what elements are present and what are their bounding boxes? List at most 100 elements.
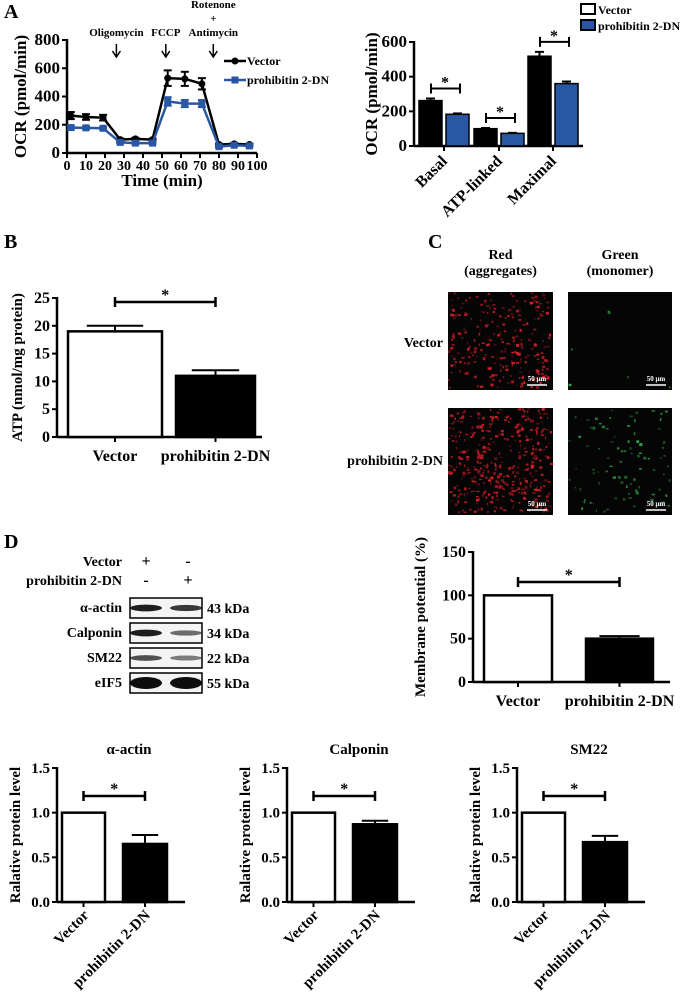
alpha-actin-chart: 0.0 0.5 1.0 1.5 Ralative protein level Vector… — [8, 742, 185, 991]
signal-speck — [477, 424, 482, 427]
data-point — [181, 100, 189, 108]
signal-speck — [451, 304, 453, 307]
signal-speck — [525, 439, 529, 442]
signal-speck — [540, 486, 542, 490]
signal-speck — [633, 478, 636, 481]
signal-speck — [498, 487, 501, 489]
signal-speck — [497, 419, 500, 421]
signal-speck — [487, 442, 490, 446]
signal-speck — [459, 369, 461, 373]
signal-speck — [457, 430, 462, 433]
signal-speck — [595, 509, 598, 512]
signal-speck — [526, 354, 531, 356]
signal-speck — [448, 464, 451, 466]
signal-speck — [479, 452, 481, 456]
signal-speck — [479, 329, 481, 331]
signal-speck — [628, 497, 632, 499]
signal-speck — [478, 457, 481, 460]
signal-speck — [659, 457, 662, 459]
signal-speck — [466, 371, 469, 375]
signal-speck — [489, 438, 492, 440]
injection-label: Oligomycin — [89, 27, 143, 39]
signal-speck — [652, 469, 656, 471]
signal-speck — [467, 347, 470, 351]
signal-speck — [463, 328, 466, 331]
signal-speck — [485, 467, 488, 469]
signal-speck — [504, 482, 507, 485]
signal-speck — [468, 487, 471, 489]
signal-speck — [631, 453, 633, 455]
signal-speck — [523, 491, 527, 495]
signal-speck — [476, 496, 479, 498]
signal-speck — [535, 372, 539, 374]
signal-speck — [540, 351, 544, 355]
signal-speck — [499, 506, 503, 510]
signal-speck — [537, 317, 540, 320]
signal-speck — [465, 459, 469, 461]
signal-speck — [660, 412, 663, 415]
signal-speck — [519, 444, 521, 447]
signal-speck — [467, 449, 470, 451]
signal-speck — [524, 356, 528, 359]
signal-speck — [498, 473, 502, 477]
signal-speck — [459, 435, 461, 438]
signal-speck — [481, 311, 483, 313]
signal-speck — [638, 485, 641, 489]
signal-speck — [511, 316, 515, 318]
signal-speck — [533, 355, 537, 357]
signal-speck — [448, 350, 450, 354]
signal-speck — [575, 468, 577, 470]
signal-speck — [547, 306, 550, 309]
signal-speck — [530, 502, 532, 504]
x-axis-label: Time (min) — [121, 171, 202, 190]
signal-speck — [511, 361, 515, 365]
signal-speck — [538, 361, 540, 364]
signal-speck — [545, 495, 549, 498]
signal-speck — [519, 361, 523, 363]
signal-speck — [533, 328, 537, 331]
signal-speck — [480, 507, 483, 511]
signal-speck — [542, 511, 546, 513]
signal-speck — [598, 481, 600, 485]
x-tick-label: 10 — [79, 159, 93, 174]
y-tick-label: 0.0 — [491, 895, 510, 911]
signal-speck — [488, 501, 492, 503]
signal-speck — [541, 356, 545, 360]
signal-speck — [570, 348, 573, 351]
y-tick-label: 200 — [35, 115, 61, 134]
signal-speck — [537, 441, 540, 445]
signal-speck — [531, 465, 535, 468]
signal-speck — [503, 475, 506, 478]
column-header: (monomer) — [587, 264, 654, 279]
signal-speck — [464, 313, 468, 316]
signal-speck — [476, 495, 479, 498]
signal-speck — [498, 483, 501, 485]
signal-speck — [475, 347, 478, 350]
signal-speck — [504, 365, 509, 368]
signal-speck — [465, 299, 468, 302]
signal-speck — [462, 415, 465, 418]
signal-speck — [510, 375, 512, 377]
signal-speck — [497, 386, 499, 389]
x-tick-label: 80 — [212, 159, 226, 174]
signal-speck — [477, 498, 480, 501]
signal-speck — [626, 485, 628, 488]
signal-speck — [464, 372, 468, 375]
signal-speck — [536, 358, 540, 360]
panel-label-c: C — [428, 231, 442, 253]
signal-speck — [461, 416, 464, 420]
bar-prohibitin — [581, 840, 629, 904]
y-tick-label: 0.5 — [491, 850, 510, 866]
signal-speck — [526, 382, 528, 384]
signal-speck — [484, 342, 486, 346]
signal-speck — [539, 303, 542, 305]
signal-speck — [668, 386, 671, 389]
column-header: (aggregates) — [464, 264, 537, 279]
signal-speck — [515, 309, 520, 313]
signal-speck — [476, 460, 479, 463]
signal-speck — [627, 425, 631, 427]
signal-speck — [459, 421, 463, 423]
signal-speck — [590, 426, 592, 429]
signal-speck — [520, 482, 522, 485]
legend-label: prohibitin 2-DN — [598, 19, 680, 33]
